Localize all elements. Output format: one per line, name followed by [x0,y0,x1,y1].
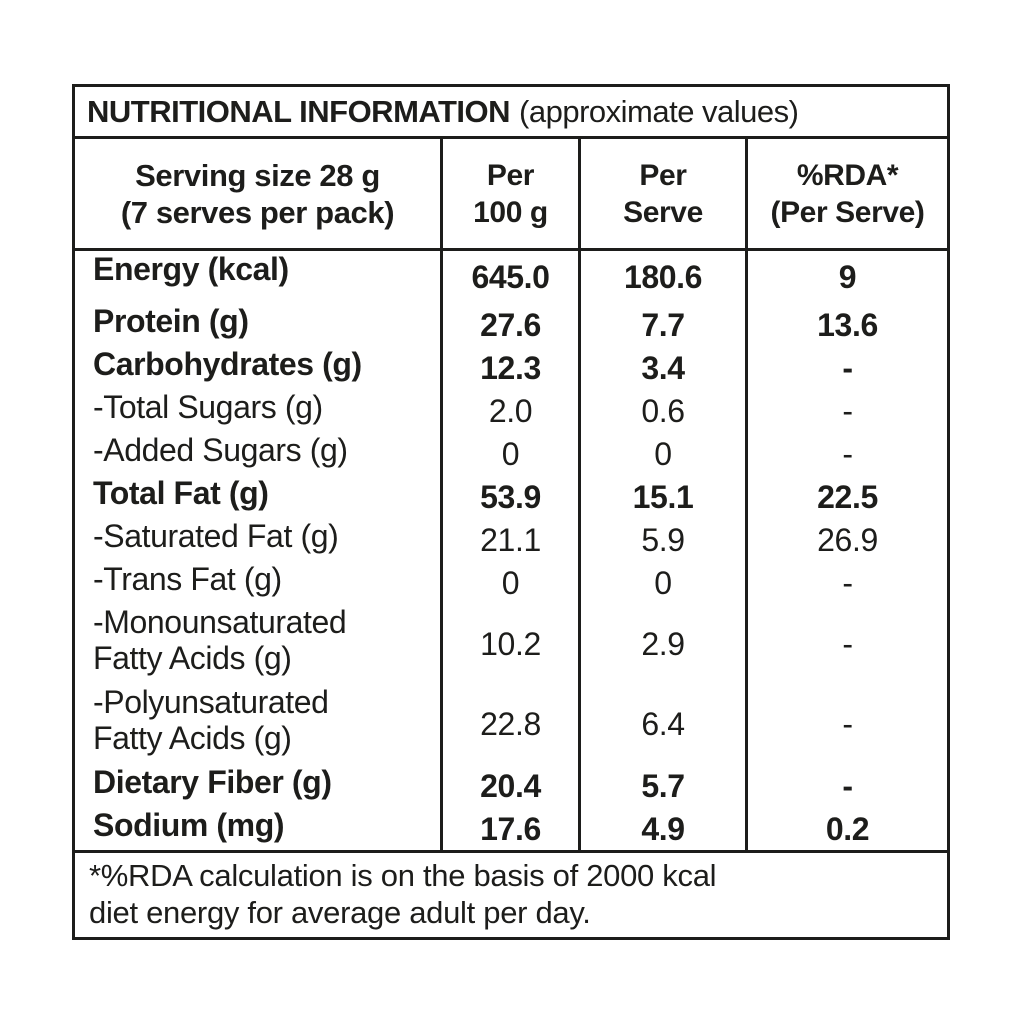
col-header-per-100g: Per 100 g [440,139,578,251]
trans-fat-rda: - [745,561,947,604]
row-label-protein: Protein (g) [93,303,249,339]
serving-size-line2: (7 serves per pack) [120,194,395,230]
per-serve-line2: Serve [623,195,703,229]
serving-size-line1: Serving size 28 g [135,157,380,193]
col-header-serving-size: Serving size 28 g (7 serves per pack) [75,139,440,251]
energy-per-100g: 645.0 [440,251,578,303]
sodium-per-serve: 4.9 [578,807,745,850]
sodium-per-100g: 17.6 [440,807,578,850]
energy-per-serve: 180.6 [578,251,745,303]
saturated-fat-rda: 26.9 [745,518,947,561]
saturated-fat-per-serve: 5.9 [578,518,745,561]
trans-fat-per-serve: 0 [578,561,745,604]
col-header-rda: %RDA* (Per Serve) [745,139,947,251]
rda-line1: %RDA* [796,158,899,192]
row-label-monounsaturated: -Monounsaturated Fatty Acids (g) [93,604,347,676]
row-label-trans-fat: -Trans Fat (g) [93,561,282,597]
monounsaturated-rda: - [745,604,947,684]
sodium-rda: 0.2 [745,807,947,850]
panel-title: NUTRITIONAL INFORMATION (approximate val… [75,87,947,139]
total-fat-per-serve: 15.1 [578,475,745,518]
per-100g-line1: Per [486,158,535,192]
row-label-added-sugars: -Added Sugars (g) [93,432,348,468]
added-sugars-rda: - [745,432,947,475]
protein-per-serve: 7.7 [578,303,745,346]
per-100g-line2: 100 g [473,195,548,229]
polyunsaturated-per-serve: 6.4 [578,684,745,764]
dietary-fiber-rda: - [745,764,947,807]
carbohydrates-per-serve: 3.4 [578,346,745,389]
rda-footnote-line2: diet energy for average adult per day. [89,895,591,930]
dietary-fiber-per-serve: 5.7 [578,764,745,807]
row-label-sodium: Sodium (mg) [93,807,285,843]
nutrition-table: Serving size 28 g (7 serves per pack) Pe… [75,139,947,850]
total-sugars-per-serve: 0.6 [578,389,745,432]
title-main: NUTRITIONAL INFORMATION [87,93,511,129]
row-label-energy: Energy (kcal) [93,251,289,287]
per-serve-line1: Per [639,158,687,192]
row-label-carbohydrates: Carbohydrates (g) [93,346,362,382]
polyunsaturated-rda: - [745,684,947,764]
row-label-total-sugars: -Total Sugars (g) [93,389,323,425]
row-label-dietary-fiber: Dietary Fiber (g) [93,764,332,800]
carbohydrates-per-100g: 12.3 [440,346,578,389]
added-sugars-per-serve: 0 [578,432,745,475]
row-label-saturated-fat: -Saturated Fat (g) [93,518,339,554]
row-label-total-fat: Total Fat (g) [93,475,269,511]
rda-line2: (Per Serve) [770,195,925,229]
total-fat-rda: 22.5 [745,475,947,518]
added-sugars-per-100g: 0 [440,432,578,475]
monounsaturated-per-100g: 10.2 [440,604,578,684]
total-fat-per-100g: 53.9 [440,475,578,518]
protein-rda: 13.6 [745,303,947,346]
energy-rda: 9 [745,251,947,303]
rda-footnote: *%RDA calculation is on the basis of 200… [75,850,947,937]
carbohydrates-rda: - [745,346,947,389]
rda-footnote-line1: *%RDA calculation is on the basis of 200… [89,858,717,893]
dietary-fiber-per-100g: 20.4 [440,764,578,807]
total-sugars-rda: - [745,389,947,432]
polyunsaturated-per-100g: 22.8 [440,684,578,764]
saturated-fat-per-100g: 21.1 [440,518,578,561]
monounsaturated-per-serve: 2.9 [578,604,745,684]
nutrition-panel: NUTRITIONAL INFORMATION (approximate val… [72,84,950,940]
title-note: (approximate values) [519,93,799,129]
trans-fat-per-100g: 0 [440,561,578,604]
col-header-per-serve: Per Serve [578,139,745,251]
total-sugars-per-100g: 2.0 [440,389,578,432]
protein-per-100g: 27.6 [440,303,578,346]
row-label-polyunsaturated: -Polyunsaturated Fatty Acids (g) [93,684,329,756]
